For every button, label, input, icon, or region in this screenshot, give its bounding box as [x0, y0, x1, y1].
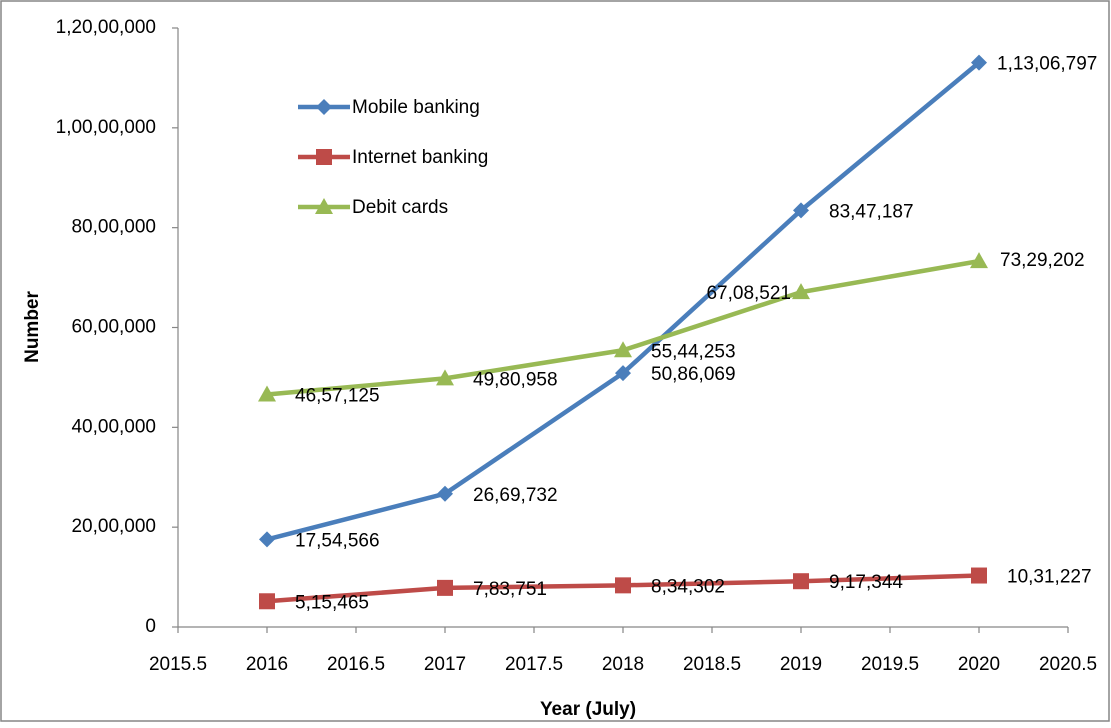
data-label: 10,31,227 [1007, 567, 1092, 588]
marker [436, 369, 454, 386]
y-tick-label: 80,00,000 [71, 217, 156, 238]
data-label: 73,29,202 [1000, 250, 1085, 271]
x-tick-label: 2019.5 [861, 654, 919, 675]
y-tick-label: 1,00,00,000 [56, 117, 156, 138]
data-label: 49,80,958 [473, 369, 558, 390]
marker [614, 341, 632, 358]
marker [258, 385, 276, 402]
y-tick-label: 20,00,000 [71, 516, 156, 537]
legend-label: Internet banking [352, 147, 488, 168]
marker [437, 579, 453, 596]
marker [259, 531, 275, 548]
data-label: 26,69,732 [473, 485, 558, 506]
marker [971, 54, 987, 71]
legend-label: Mobile banking [352, 97, 480, 118]
marker [615, 577, 631, 594]
data-label: 46,57,125 [295, 386, 380, 407]
marker [971, 567, 987, 584]
y-tick-label: 1,20,00,000 [56, 17, 156, 38]
legend-marker [316, 99, 332, 115]
x-tick-label: 2016.5 [327, 654, 385, 675]
marker [437, 485, 453, 502]
y-axis-label: Number [22, 291, 43, 363]
marker [793, 573, 809, 590]
data-label: 8,34,302 [651, 576, 725, 597]
y-tick-label: 60,00,000 [71, 317, 156, 338]
data-label: 1,13,06,797 [997, 54, 1097, 75]
data-label: 83,47,187 [829, 201, 914, 222]
x-tick-label: 2019 [780, 654, 822, 675]
data-label: 50,86,069 [651, 364, 736, 385]
data-label: 67,08,521 [706, 283, 791, 304]
legend-label: Debit cards [352, 197, 448, 218]
data-label: 9,17,344 [829, 572, 903, 593]
data-label: 55,44,253 [651, 341, 736, 362]
x-tick-label: 2017 [424, 654, 466, 675]
x-tick-label: 2018 [602, 654, 644, 675]
marker [259, 593, 275, 610]
y-tick-label: 40,00,000 [71, 416, 156, 437]
marker [970, 252, 988, 269]
legend-marker [315, 198, 333, 214]
marker [615, 365, 631, 382]
x-tick-label: 2020.5 [1039, 654, 1097, 675]
data-label: 17,54,566 [295, 530, 380, 551]
x-tick-label: 2015.5 [149, 654, 207, 675]
data-label: 5,15,465 [295, 592, 369, 613]
x-tick-label: 2020 [958, 654, 1000, 675]
data-label: 7,83,751 [473, 579, 547, 600]
x-tick-label: 2017.5 [505, 654, 563, 675]
marker [793, 202, 809, 219]
x-tick-label: 2018.5 [683, 654, 741, 675]
y-tick-label: 0 [145, 616, 156, 637]
legend-marker [316, 149, 332, 165]
x-tick-label: 2016 [246, 654, 288, 675]
marker [792, 283, 810, 300]
x-axis-label: Year (July) [540, 699, 636, 720]
